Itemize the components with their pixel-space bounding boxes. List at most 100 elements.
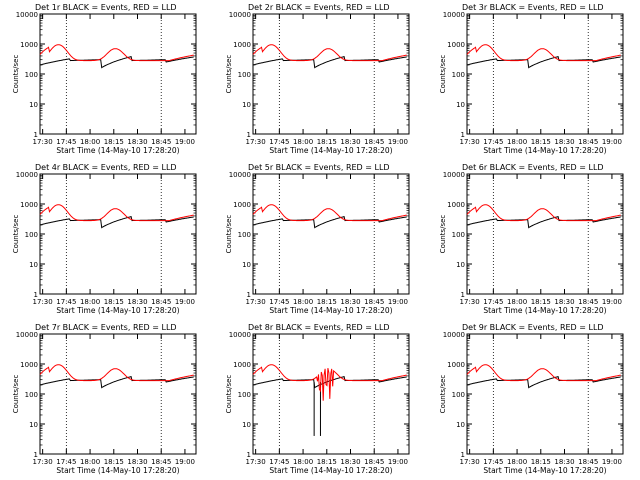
x-axis-label: Start Time (14-May-10 17:28:20) xyxy=(56,466,179,475)
x-tick-label: 18:45 xyxy=(364,458,384,466)
series-events xyxy=(39,215,194,229)
y-tick-label: 1 xyxy=(34,131,38,139)
y-tick-label: 10000 xyxy=(443,171,465,179)
series-lld xyxy=(252,364,407,401)
series-events xyxy=(39,55,194,69)
y-tick-label: 10000 xyxy=(443,331,465,339)
y-tick-label: 100 xyxy=(25,391,38,399)
x-tick-label: 18:45 xyxy=(578,458,598,466)
x-tick-label: 17:45 xyxy=(483,138,503,146)
y-axis-label: Counts/sec xyxy=(12,55,20,94)
panel-2: Det 2r BLACK = Events, RED = LLD 1 10 100 10… xyxy=(225,3,410,155)
x-tick-label: 18:45 xyxy=(578,298,598,306)
x-tick-label: 17:45 xyxy=(269,458,289,466)
panel-title: Det 3r BLACK = Events, RED = LLD xyxy=(462,3,604,12)
y-tick-label: 10 xyxy=(242,101,251,109)
y-tick-label: 10 xyxy=(242,261,251,269)
x-tick-label: 18:15 xyxy=(317,458,337,466)
y-tick-label: 100 xyxy=(25,231,38,239)
x-tick-label: 17:30 xyxy=(460,458,480,466)
x-tick-label: 17:45 xyxy=(269,138,289,146)
y-tick-label: 1000 xyxy=(447,41,465,49)
x-axis-label: Start Time (14-May-10 17:28:20) xyxy=(269,306,392,315)
plot-frame xyxy=(39,333,197,455)
x-tick-label: 18:00 xyxy=(80,138,100,146)
y-axis-label: Counts/sec xyxy=(12,215,20,254)
x-tick-label: 18:00 xyxy=(507,458,527,466)
x-axis-label: Start Time (14-May-10 17:28:20) xyxy=(483,146,606,155)
series-events xyxy=(252,375,407,389)
y-tick-label: 100 xyxy=(238,391,251,399)
series-lld xyxy=(252,44,407,62)
x-tick-label: 18:00 xyxy=(293,138,313,146)
x-tick-label: 17:30 xyxy=(33,138,53,146)
x-tick-label: 17:45 xyxy=(56,298,76,306)
x-tick-label: 18:15 xyxy=(531,298,551,306)
x-tick-label: 17:30 xyxy=(460,138,480,146)
series-lld xyxy=(466,204,621,222)
x-tick-label: 18:30 xyxy=(340,138,360,146)
y-tick-label: 10 xyxy=(456,101,465,109)
x-tick-label: 18:30 xyxy=(554,458,574,466)
panel-title: Det 2r BLACK = Events, RED = LLD xyxy=(248,3,390,12)
y-axis-label: Counts/sec xyxy=(439,375,447,414)
x-tick-label: 17:45 xyxy=(269,298,289,306)
plot-frame xyxy=(252,13,410,135)
x-tick-label: 17:30 xyxy=(33,458,53,466)
y-tick-label: 100 xyxy=(452,71,465,79)
x-tick-label: 18:15 xyxy=(104,458,124,466)
x-tick-label: 18:30 xyxy=(127,138,147,146)
x-tick-label: 17:45 xyxy=(56,138,76,146)
x-tick-label: 18:30 xyxy=(127,298,147,306)
series-lld xyxy=(466,44,621,62)
y-axis-label: Counts/sec xyxy=(225,215,233,254)
x-tick-label: 17:30 xyxy=(33,298,53,306)
panel-title: Det 8r BLACK = Events, RED = LLD xyxy=(248,323,390,332)
x-tick-label: 18:45 xyxy=(364,298,384,306)
plot-frame xyxy=(39,173,197,295)
y-tick-label: 1000 xyxy=(447,361,465,369)
x-tick-label: 19:00 xyxy=(388,138,408,146)
x-tick-label: 18:00 xyxy=(80,458,100,466)
panel-title: Det 1r BLACK = Events, RED = LLD xyxy=(35,3,177,12)
x-tick-label: 17:45 xyxy=(483,458,503,466)
y-tick-label: 100 xyxy=(238,71,251,79)
x-tick-label: 18:15 xyxy=(317,298,337,306)
plot-frame xyxy=(39,13,197,135)
series-events xyxy=(252,215,407,229)
y-tick-label: 10 xyxy=(456,421,465,429)
x-tick-label: 18:15 xyxy=(531,458,551,466)
y-axis-label: Counts/sec xyxy=(12,375,20,414)
panel-7: Det 7r BLACK = Events, RED = LLD 1 10 100 10… xyxy=(12,323,197,475)
series-lld xyxy=(466,364,621,382)
x-axis-label: Start Time (14-May-10 17:28:20) xyxy=(269,146,392,155)
y-tick-label: 10000 xyxy=(229,331,251,339)
x-tick-label: 17:30 xyxy=(246,298,266,306)
y-tick-label: 1 xyxy=(247,291,251,299)
x-tick-label: 18:00 xyxy=(507,138,527,146)
x-tick-label: 19:00 xyxy=(602,298,622,306)
plot-frame xyxy=(466,173,624,295)
panel-title: Det 9r BLACK = Events, RED = LLD xyxy=(462,323,604,332)
x-tick-label: 19:00 xyxy=(175,458,195,466)
y-axis-label: Counts/sec xyxy=(225,55,233,94)
x-tick-label: 18:15 xyxy=(104,298,124,306)
x-tick-label: 19:00 xyxy=(388,298,408,306)
x-tick-label: 18:15 xyxy=(317,138,337,146)
y-tick-label: 100 xyxy=(25,71,38,79)
panel-4: Det 4r BLACK = Events, RED = LLD 1 10 100 10… xyxy=(12,163,197,315)
y-tick-label: 10 xyxy=(29,101,38,109)
x-tick-label: 19:00 xyxy=(602,138,622,146)
x-tick-label: 18:00 xyxy=(293,458,313,466)
x-tick-label: 18:45 xyxy=(151,138,171,146)
x-tick-label: 18:00 xyxy=(507,298,527,306)
y-tick-label: 1 xyxy=(461,291,465,299)
x-tick-label: 18:30 xyxy=(127,458,147,466)
x-tick-label: 17:30 xyxy=(246,138,266,146)
y-axis-label: Counts/sec xyxy=(439,55,447,94)
x-tick-label: 19:00 xyxy=(175,298,195,306)
y-tick-label: 100 xyxy=(238,231,251,239)
panel-title: Det 5r BLACK = Events, RED = LLD xyxy=(248,163,390,172)
plot-frame xyxy=(252,333,410,455)
y-tick-label: 10 xyxy=(456,261,465,269)
